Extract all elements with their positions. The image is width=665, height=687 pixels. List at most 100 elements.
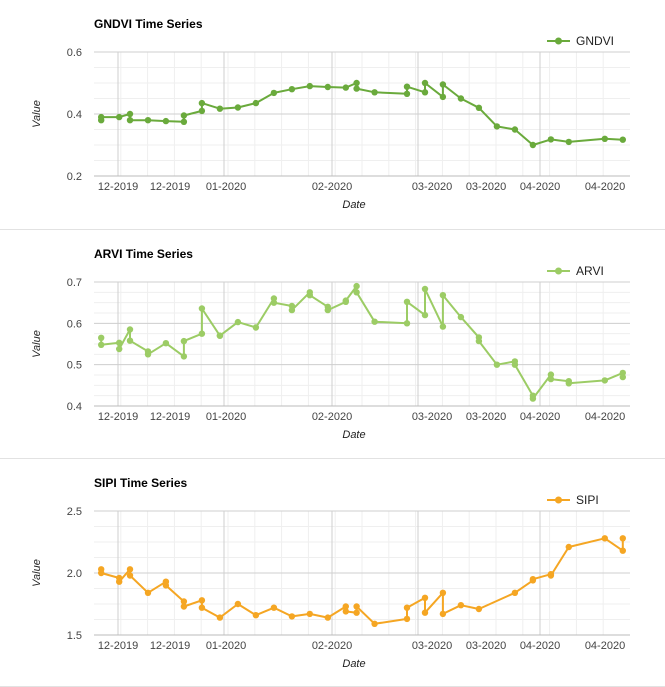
data-point <box>422 312 428 318</box>
data-point <box>404 320 410 326</box>
x-tick-label: 04-2020 <box>585 640 625 652</box>
data-point <box>199 100 205 106</box>
data-point <box>566 544 572 550</box>
data-point <box>371 319 377 325</box>
x-axis-label: Date <box>342 429 365 441</box>
data-point <box>253 100 259 106</box>
y-tick-label: 0.4 <box>67 109 82 121</box>
y-axis-label: Value <box>31 330 43 358</box>
data-point <box>371 89 377 95</box>
data-point <box>602 136 608 142</box>
data-point <box>116 579 122 585</box>
data-point <box>353 610 359 616</box>
y-tick-label: 0.6 <box>67 318 82 330</box>
data-point <box>620 535 626 541</box>
data-point <box>440 94 446 100</box>
sipi-chart: 1.52.02.512-2019 12-2019 01-2020 02-2020 03-… <box>0 459 665 687</box>
data-point <box>98 570 104 576</box>
data-point <box>422 80 428 86</box>
data-point <box>422 595 428 601</box>
data-point <box>127 566 133 572</box>
arvi-chart-panel: 0.4 0.5 0.6 0.7 12-2019 12-2019 01-2020 02-2020… <box>0 230 665 458</box>
data-point <box>181 353 187 359</box>
data-point <box>353 603 359 609</box>
data-point <box>404 84 410 90</box>
sipi-chart-panel: 1.5 2.0 2.5 12-2019 12-2019 01-2020 02-2020 03-… <box>0 459 665 687</box>
data-point <box>494 123 500 129</box>
data-point <box>353 283 359 289</box>
data-point <box>530 576 536 582</box>
data-point <box>98 342 104 348</box>
data-point <box>127 572 133 578</box>
x-tick-label: 12-2019 <box>150 411 190 423</box>
data-point <box>440 81 446 87</box>
data-point <box>98 114 104 120</box>
chart-title: ARVI Time Series <box>94 247 193 261</box>
gndvi-chart-panel: 0.2 0.4 0.6 12-2019 12-2019 01-2020 02-2020 03-… <box>0 0 665 228</box>
data-point <box>289 613 295 619</box>
data-point <box>199 305 205 311</box>
x-tick-label: 04-2020 <box>520 181 560 193</box>
data-point <box>620 548 626 554</box>
data-point <box>235 601 241 607</box>
x-tick-label: 03-2020 <box>412 181 452 193</box>
y-axis-label: Value <box>31 559 43 587</box>
data-point <box>271 300 277 306</box>
legend-label: SIPI <box>576 493 599 507</box>
data-point <box>163 118 169 124</box>
data-point <box>512 362 518 368</box>
legend-marker <box>555 268 562 275</box>
data-point <box>620 137 626 143</box>
data-point <box>353 85 359 91</box>
data-point <box>145 351 151 357</box>
legend-label: GNDVI <box>576 34 614 48</box>
data-point <box>181 112 187 118</box>
data-point <box>217 614 223 620</box>
data-point <box>307 83 313 89</box>
data-point <box>289 86 295 92</box>
data-point <box>371 621 377 627</box>
data-point <box>116 114 122 120</box>
data-point <box>235 319 241 325</box>
data-point <box>404 299 410 305</box>
data-point <box>440 611 446 617</box>
data-point <box>494 362 500 368</box>
x-tick-label: 04-2020 <box>520 411 560 423</box>
data-point <box>458 314 464 320</box>
data-point <box>289 307 295 313</box>
data-point <box>253 324 259 330</box>
data-point <box>163 582 169 588</box>
data-point <box>217 106 223 112</box>
x-tick-label: 12-2019 <box>150 181 190 193</box>
data-point <box>353 80 359 86</box>
data-point <box>199 108 205 114</box>
data-point <box>440 323 446 329</box>
data-point <box>127 338 133 344</box>
x-tick-label: 03-2020 <box>412 411 452 423</box>
data-point <box>602 535 608 541</box>
x-tick-label: 01-2020 <box>206 181 246 193</box>
data-point <box>548 136 554 142</box>
data-point <box>181 338 187 344</box>
data-point <box>422 89 428 95</box>
data-point <box>181 119 187 125</box>
data-point <box>145 590 151 596</box>
x-axis-label: Date <box>342 199 365 211</box>
data-point <box>199 597 205 603</box>
x-tick-label: 04-2020 <box>585 411 625 423</box>
data-point <box>307 292 313 298</box>
x-tick-label: 04-2020 <box>585 181 625 193</box>
data-point <box>163 340 169 346</box>
data-point <box>127 111 133 117</box>
x-tick-label: 04-2020 <box>520 640 560 652</box>
data-point <box>343 84 349 90</box>
y-tick-label: 0.2 <box>67 171 82 183</box>
data-point <box>458 95 464 101</box>
x-tick-label: 03-2020 <box>466 640 506 652</box>
data-point <box>325 84 331 90</box>
data-point <box>199 605 205 611</box>
x-tick-label: 02-2020 <box>312 411 352 423</box>
data-point <box>145 117 151 123</box>
x-tick-label: 02-2020 <box>312 181 352 193</box>
data-point <box>458 602 464 608</box>
